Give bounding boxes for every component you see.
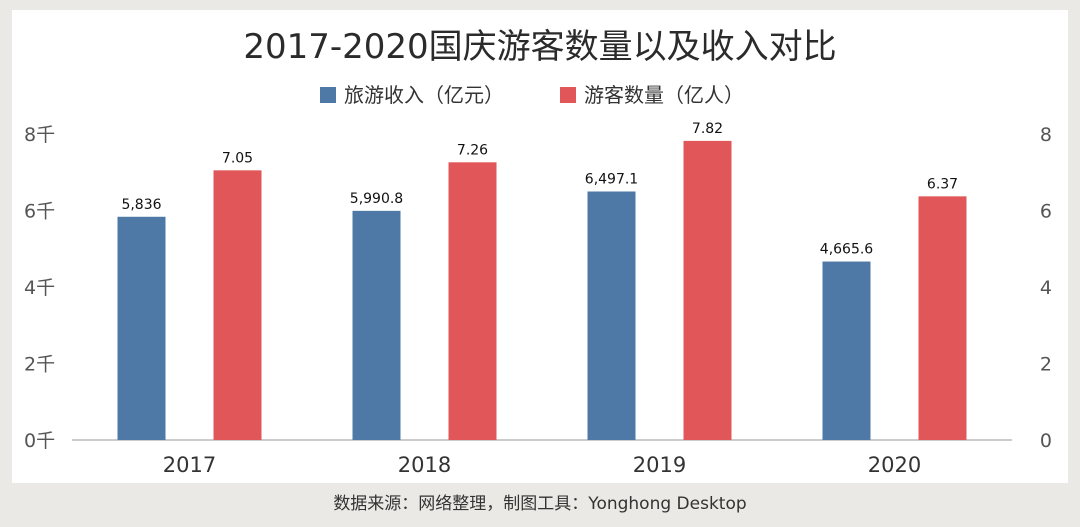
bar-revenue-2019	[587, 191, 636, 440]
y-right-tick-label: 6	[1040, 201, 1052, 223]
data-label: 7.26	[457, 142, 488, 158]
y-left-tick-label: 2千	[24, 354, 55, 376]
data-label: 7.82	[692, 121, 723, 137]
bar-visitors-2017	[213, 170, 262, 440]
y-left-tick-label: 8千	[24, 124, 55, 146]
y-left-tick-label: 6千	[24, 201, 55, 223]
source-note: 数据来源：网络整理，制图工具：Yonghong Desktop	[333, 494, 747, 514]
bar-revenue-2020	[822, 261, 871, 440]
legend-swatch-2	[560, 87, 576, 103]
y-right-tick-label: 2	[1040, 354, 1052, 376]
y-right-tick-label: 4	[1040, 277, 1052, 299]
legend-label-2: 游客数量（亿人）	[584, 83, 744, 107]
bar-visitors-2019	[683, 140, 732, 440]
y-left-tick-label: 0千	[24, 430, 55, 452]
legend-label-1: 旅游收入（亿元）	[344, 83, 504, 107]
y-left-tick-label: 4千	[24, 277, 55, 299]
data-label: 5,990.8	[350, 191, 403, 207]
x-tick-label: 2017	[163, 453, 216, 477]
bar-visitors-2018	[448, 162, 497, 440]
y-right-tick-label: 0	[1040, 430, 1052, 452]
data-label: 6,497.1	[585, 171, 638, 187]
chart-card: 2017-2020国庆游客数量以及收入对比旅游收入（亿元） 游客数量（亿人） 0千 2…	[12, 10, 1068, 483]
bar-visitors-2020	[918, 196, 967, 440]
bar-revenue-2018	[352, 210, 401, 440]
data-label: 7.05	[222, 150, 253, 166]
data-label: 4,665.6	[820, 242, 874, 258]
x-tick-label: 2020	[868, 453, 921, 477]
y-right-tick-label: 8	[1040, 124, 1052, 146]
bar-revenue-2017	[117, 216, 166, 440]
legend-swatch-1	[320, 87, 336, 103]
data-label: 5,836	[121, 197, 161, 213]
chart-title: 2017-2020国庆游客数量以及收入对比	[243, 27, 836, 67]
x-tick-label: 2018	[398, 453, 451, 477]
x-tick-label: 2019	[633, 453, 686, 477]
data-label: 6.37	[927, 176, 958, 192]
